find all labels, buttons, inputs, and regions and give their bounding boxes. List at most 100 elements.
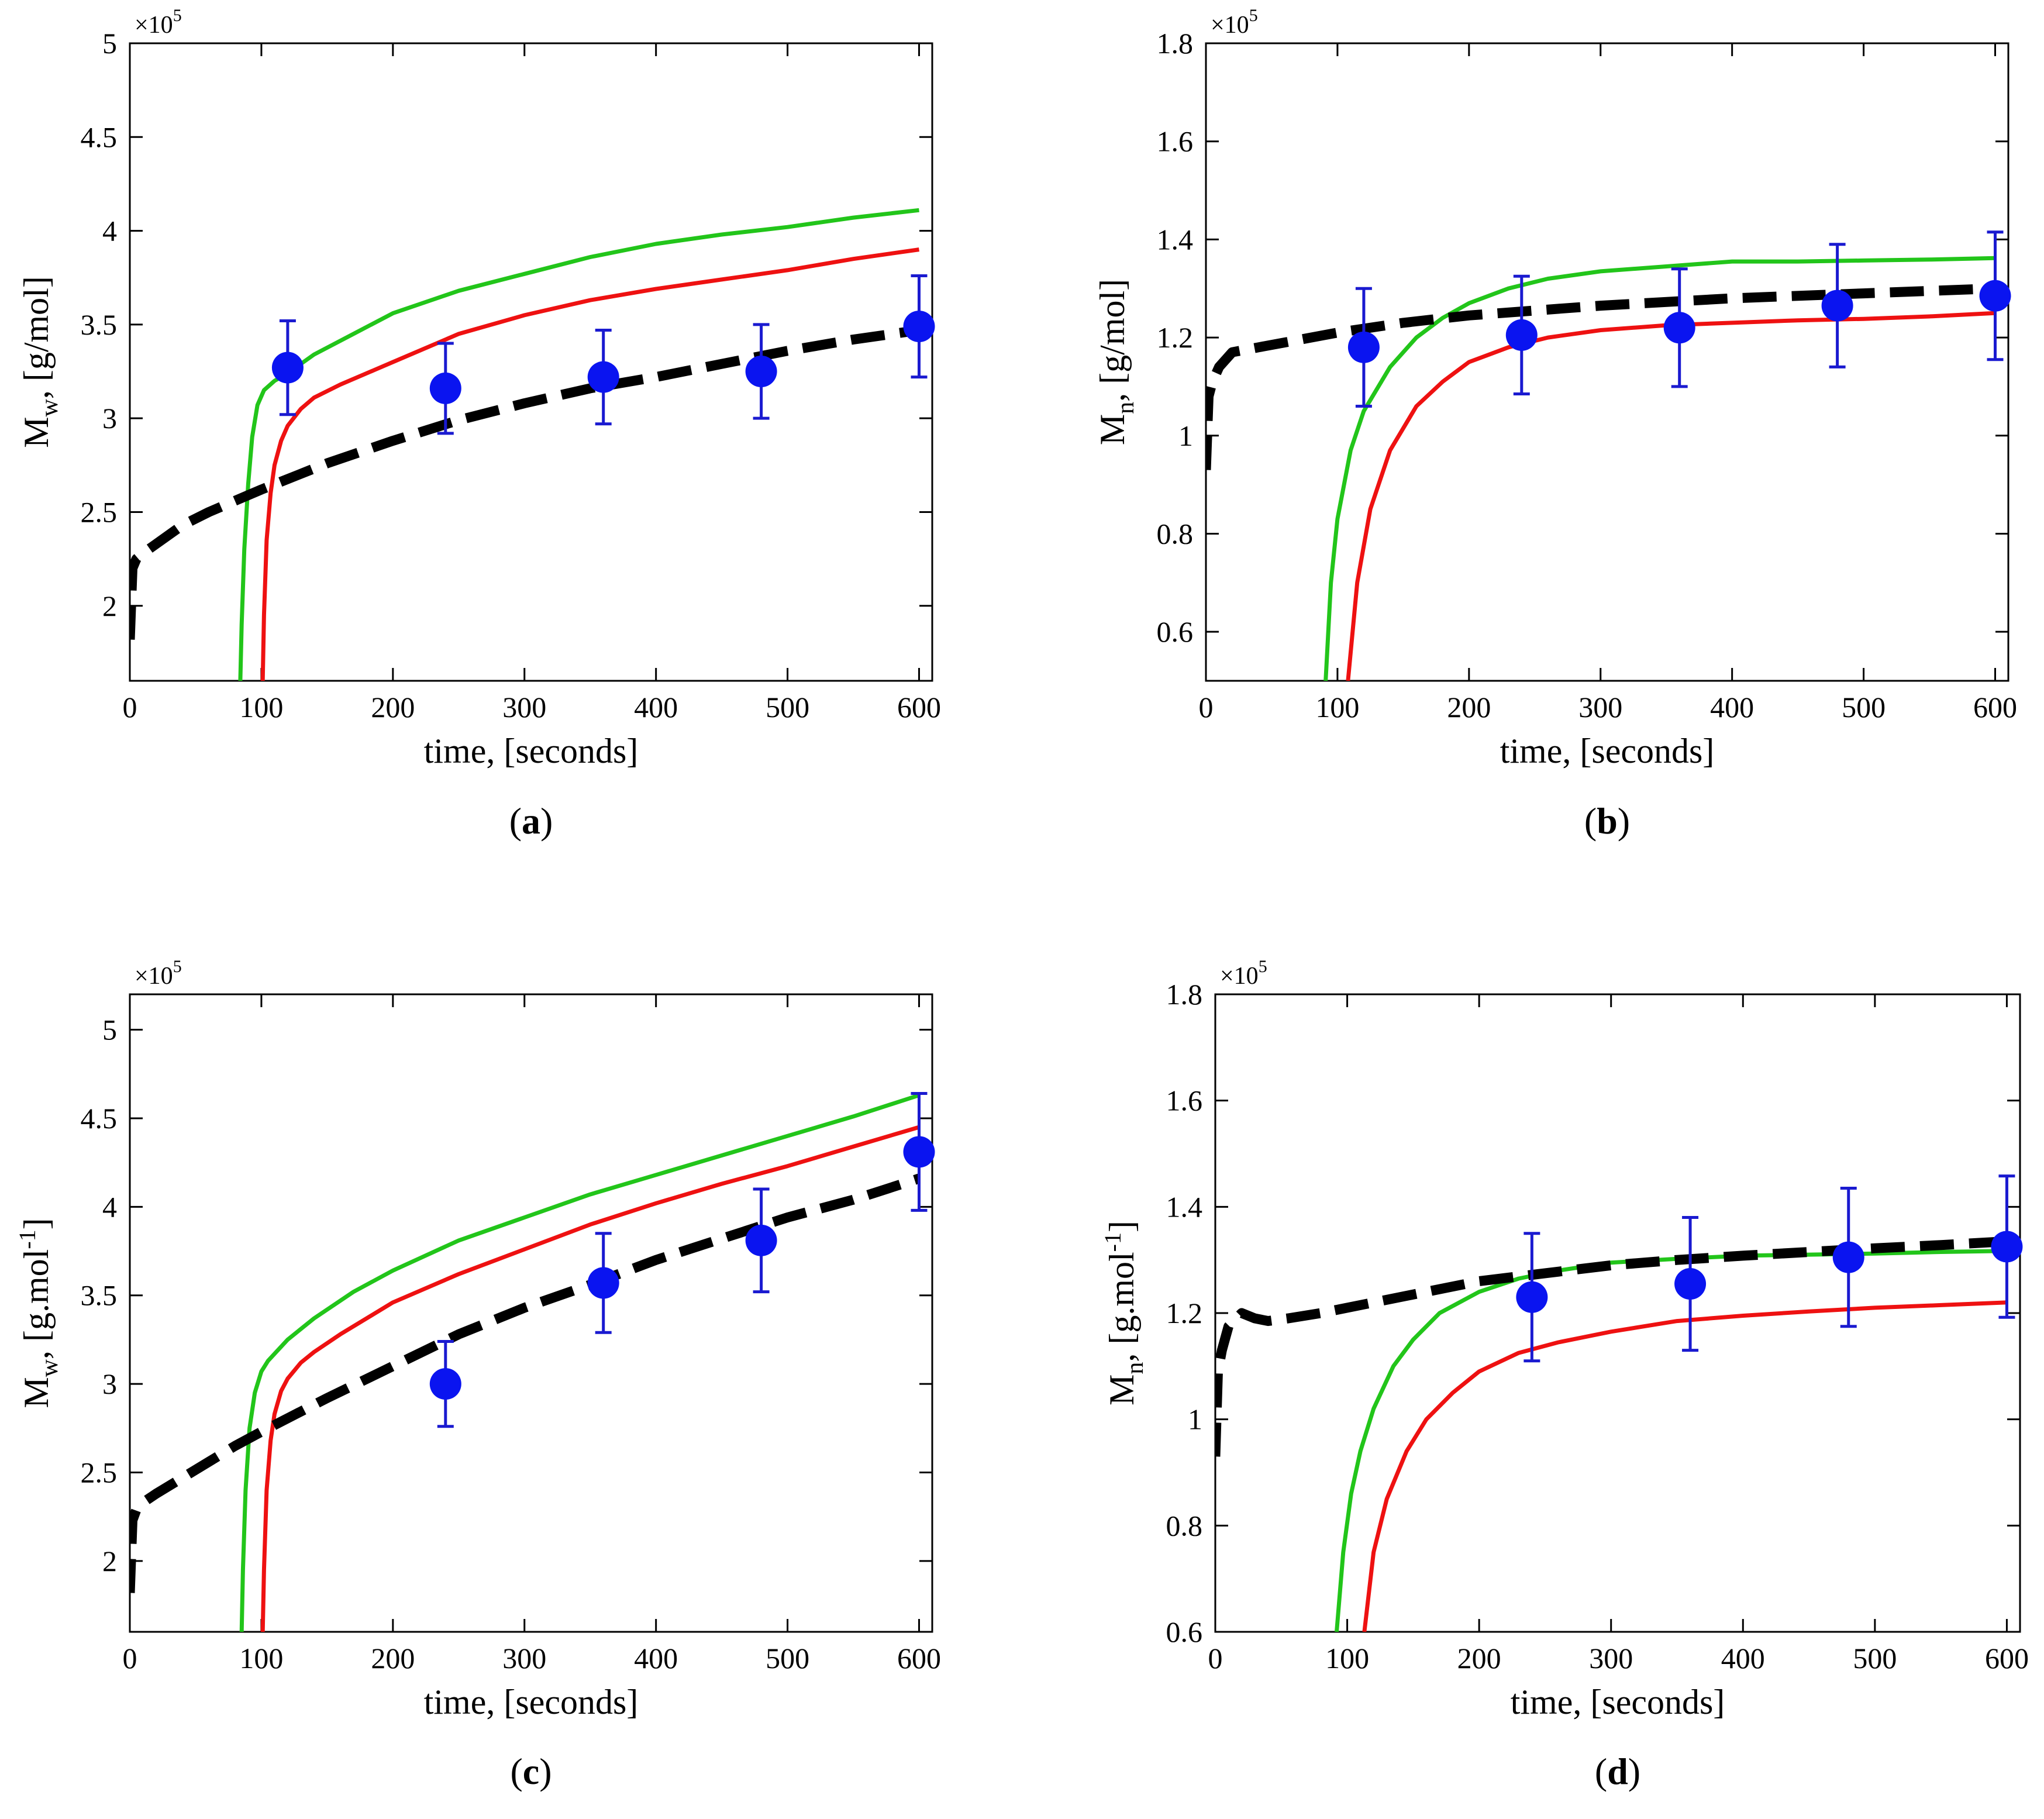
y-tick-label: 4 [102,1190,117,1223]
panel-label: (b) [1584,800,1630,842]
data-point [1663,312,1695,344]
y-tick-label: 4 [102,215,117,247]
x-tick-label: 400 [1721,1642,1765,1675]
y-label-subscript: n [1112,402,1139,414]
x-tick-label: 600 [897,691,941,724]
series-line-black [1206,283,1995,470]
x-tick-label: 600 [897,1642,941,1675]
data-point [587,361,619,393]
y-label-unit-superscript: -1 [14,1229,40,1249]
series-line-green [238,208,919,681]
x-tick-label: 200 [371,1642,415,1675]
y-label-unit: , [g.mol [1102,1252,1141,1362]
y-tick-label: 0.8 [1166,1509,1203,1542]
chart-panel-b: 0 100 200 300 400 500 600 0.6 0.8 1 1.2 1.4 1.6 1.8 ×1… [1093,6,2017,842]
y-tick-label: 1.6 [1157,125,1194,158]
data-point [1505,319,1538,351]
series-line-black [130,325,920,640]
y-label-subscript: w [36,398,63,416]
data-point [1347,331,1380,363]
x-tick-label: 0 [1199,691,1214,724]
y-tick-label: 2 [102,1545,117,1577]
y-label-unit: , [g/mol] [17,276,56,399]
y-tick-label: 1.8 [1166,978,1203,1011]
y-tick-label: 2.5 [81,495,118,528]
x-axis-label: time, [seconds] [1511,1683,1725,1721]
y-tick-label: 4.5 [81,120,118,153]
chart-panel-a: 0 100 200 300 400 500 60022.533.544.55×105time… [17,6,941,842]
x-tick-label: 300 [1578,691,1622,724]
y-tick-label: 3.5 [81,308,118,341]
x-axis-label: time, [seconds] [1500,732,1715,770]
y-label-symbol: M [17,1377,56,1408]
data-point [1516,1281,1548,1313]
x-tick-label: 600 [1973,691,2017,724]
y-tick-label: 1.6 [1166,1084,1203,1117]
y-tick-label: 0.6 [1157,615,1194,648]
data-point [1832,1241,1864,1273]
data-point [745,356,777,388]
series-line-red [1346,311,1995,681]
plot-frame [1205,42,2009,682]
y-label-subscript: n [1122,1362,1149,1374]
x-tick-label: 300 [1589,1642,1633,1675]
y-label-symbol: M [1093,414,1132,445]
x-tick-label: 100 [239,691,283,724]
plot-frame [129,993,933,1633]
data-point [271,352,304,384]
y-label-subscript: w [36,1359,63,1377]
plot-area [130,208,920,681]
plot-frame [129,42,933,682]
data-point [903,311,935,343]
y-tick-label: 5 [102,1014,117,1046]
chart-panel-c: 0 100 200 300 400 500 60022.533.544.55×105time… [14,957,941,1792]
y-tick-label: 5 [102,27,117,60]
multiplier-base: ×10 [1211,12,1249,39]
multiplier-exponent: 5 [1259,957,1267,976]
plot-area [1206,256,1995,681]
panel-letter: c [523,1751,539,1792]
x-tick-label: 400 [1710,691,1754,724]
x-tick-label: 200 [371,691,415,724]
x-tick-label: 500 [1853,1642,1897,1675]
chart-panel-d: 0 100 200 300 400 500 600 0.6 0.8 1 1.2 1.4 1.6 1.8 ×1… [1099,957,2029,1792]
y-tick-label: 1.4 [1157,223,1194,256]
data-point [745,1224,777,1256]
x-axis-label: time, [seconds] [424,1683,639,1721]
data-point [1991,1231,2023,1263]
y-tick-label: 1.2 [1166,1297,1203,1329]
y-tick-label: 2 [102,590,117,622]
y-label-symbol: M [17,416,56,447]
y-label-symbol: M [1102,1374,1141,1405]
x-tick-label: 100 [1315,691,1359,724]
x-tick-label: 0 [123,1642,137,1675]
series-line-red [260,1125,920,1632]
y-tick-label: 1 [1178,419,1193,452]
x-tick-label: 500 [1842,691,1886,724]
multiplier-base: ×10 [135,963,173,990]
y-axis-label: Mw, [g.mol-1] [14,1218,63,1408]
axis-multiplier: ×105 [135,6,182,39]
panel-letter: b [1597,800,1618,842]
y-tick-label: 2.5 [81,1456,118,1489]
data-point [903,1136,935,1168]
axis-multiplier: ×105 [135,957,182,990]
series-line-green [1323,256,1995,681]
y-label-unit: , [g/mol] [1093,279,1132,402]
y-tick-label: 1.8 [1157,27,1194,60]
y-label-unit: , [g.mol [17,1249,56,1359]
panel-label: (c) [510,1751,551,1792]
y-axis-label: Mn, [g/mol] [1093,279,1139,445]
multiplier-base: ×10 [135,12,173,39]
x-tick-label: 200 [1447,691,1491,724]
data-point [429,1368,461,1400]
x-tick-label: 300 [502,691,546,724]
series-line-green [239,1093,920,1632]
plot-area [130,1093,921,1632]
y-axis-label: Mn, [g.mol-1] [1099,1221,1149,1405]
x-tick-label: 400 [634,691,678,724]
y-tick-label: 3 [102,1367,117,1400]
series-line-green [1335,1249,2007,1632]
data-point [1821,290,1853,322]
